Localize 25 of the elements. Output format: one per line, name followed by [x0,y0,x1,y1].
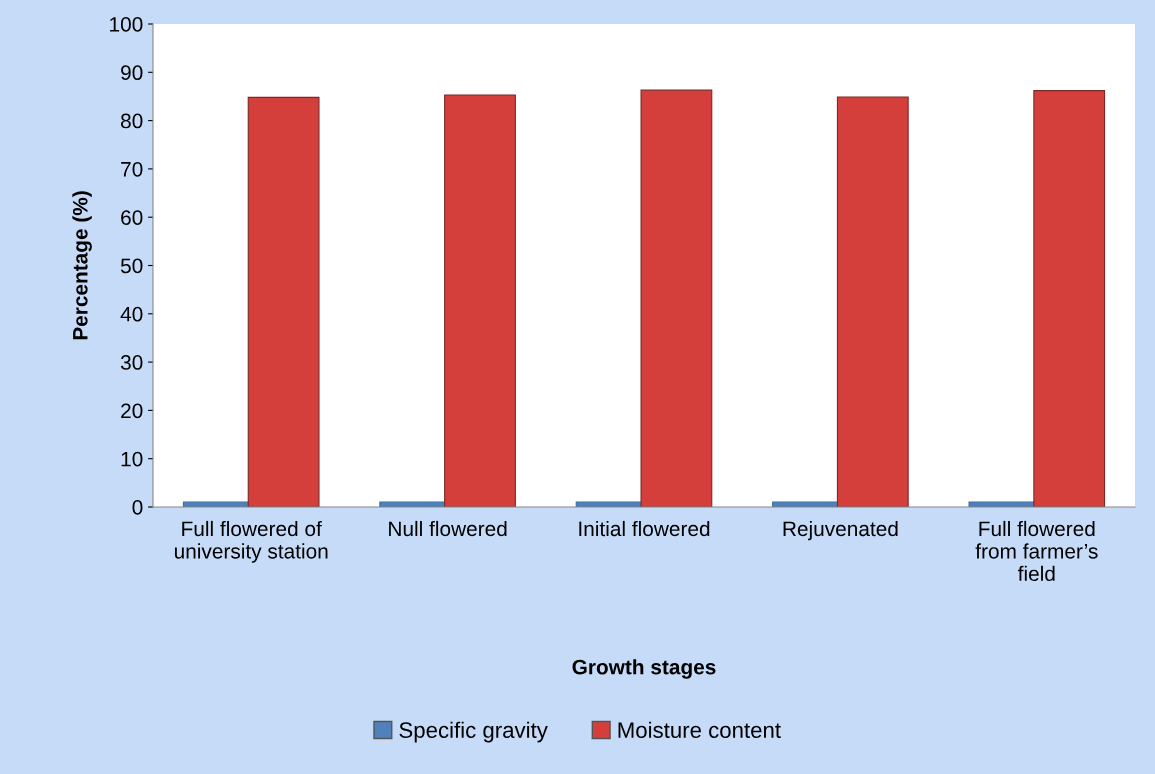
x-tick-label: Rejuvenated [783,520,898,541]
bar [247,96,320,507]
legend-label: Specific gravity [399,721,548,743]
y-tick-label: 20 [121,403,143,419]
y-tick-label: 30 [120,355,143,370]
bar [1033,90,1106,507]
x-tick-label: Initial flowered [579,520,710,537]
y-tick-label: 90 [121,65,143,81]
y-tick-label: 40 [120,306,143,322]
y-tick-label: 0 [132,500,143,515]
x-tick-label: Full flowered of university station [174,520,328,563]
y-tick-label: 60 [121,210,143,225]
bar [444,94,516,507]
y-tick-label: 80 [121,113,143,129]
bar [836,96,909,507]
legend-label: Moisture content [618,721,781,738]
bar [640,89,713,507]
y-tick-label: 10 [121,451,143,467]
y-tick-label: 70 [121,161,143,177]
x-tick-label: Full flowered from farmer’s field [975,520,1098,582]
y-tick-label: 50 [120,258,143,274]
y-tick-label: 100 [110,17,143,32]
x-tick-label: Null flowered [389,520,507,537]
y-axis-title: Percentage (%) [72,191,92,340]
x-axis-title: Growth stages [572,659,716,679]
